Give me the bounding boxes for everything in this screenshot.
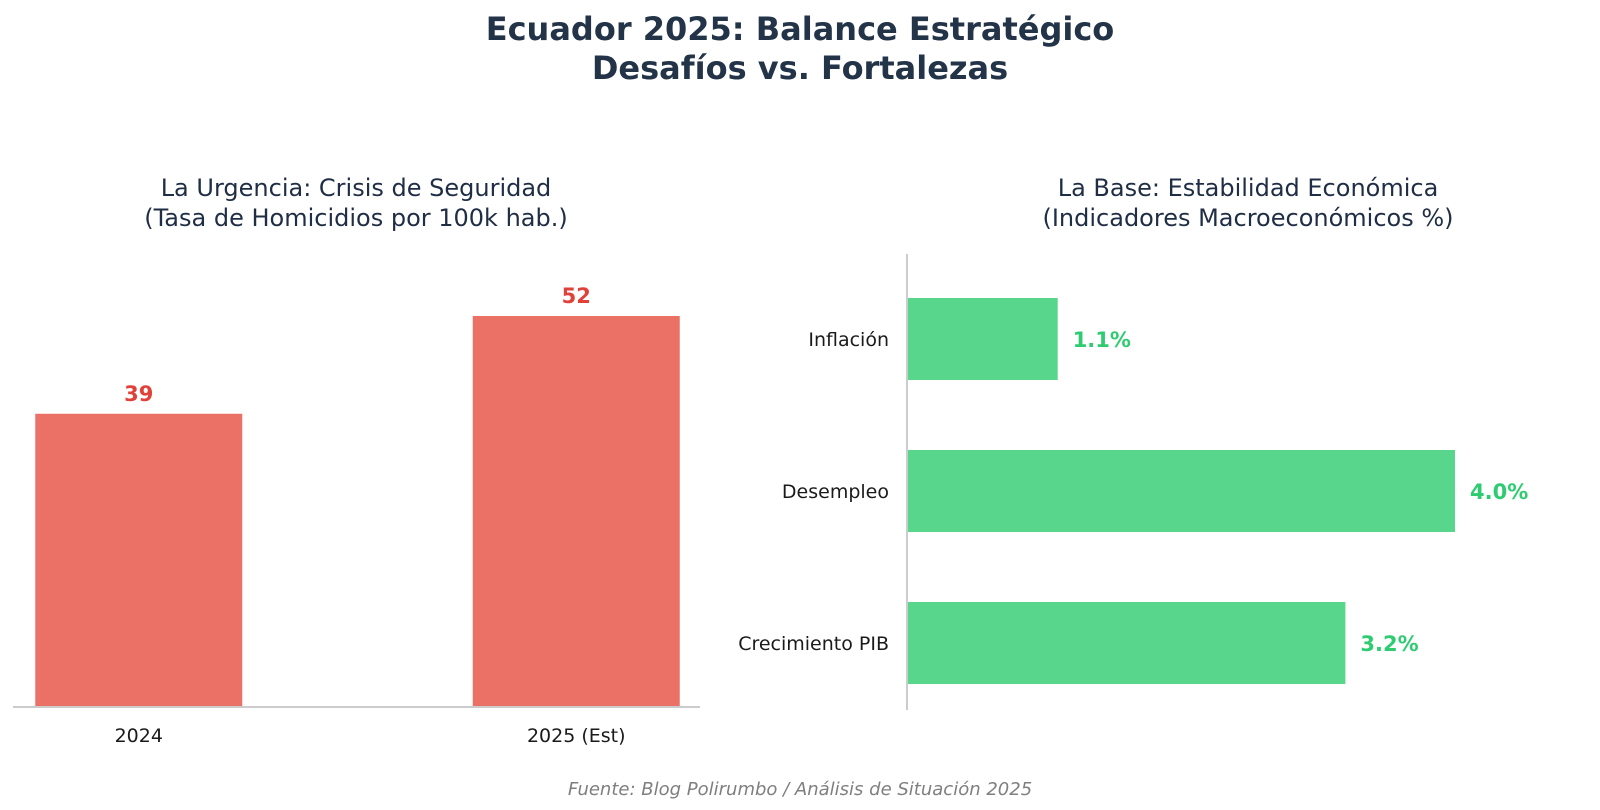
left-chart-title-line-1: La Urgencia: Crisis de Seguridad (161, 174, 552, 202)
x-tick-label: 2025 (Est) (527, 725, 626, 747)
macro-indicators-bar-chart: 1.1% Inflación 4.0% Desempleo 3.2% Crecimient… (738, 254, 1528, 710)
y-tick-label: Crecimiento PIB (738, 633, 889, 655)
bar-value-label: 39 (124, 382, 153, 406)
figure-title-line-1: Ecuador 2025: Balance Estratégico (486, 10, 1115, 48)
bar-2024 (35, 413, 243, 707)
y-tick-label: Inflación (808, 329, 889, 351)
bar-value-label: 4.0% (1470, 480, 1528, 504)
left-chart-title-line-2: (Tasa de Homicidios por 100k hab.) (144, 204, 567, 232)
bar-inflaci-n (907, 298, 1058, 380)
bar-value-label: 3.2% (1360, 632, 1418, 656)
bar-2025-est- (472, 316, 680, 707)
bar-value-label: 52 (562, 284, 591, 308)
right-chart-title-line-1: La Base: Estabilidad Económica (1058, 174, 1439, 202)
right-chart-title-line-2: (Indicadores Macroeconómicos %) (1042, 204, 1453, 232)
x-tick-label: 2024 (115, 725, 163, 747)
y-tick-label: Desempleo (782, 481, 889, 503)
source-footnote: Fuente: Blog Polirumbo / Análisis de Sit… (568, 779, 1032, 800)
bar-desempleo (907, 450, 1455, 532)
figure-title-line-2: Desafíos vs. Fortalezas (592, 49, 1008, 87)
homicide-rate-bar-chart: 39 2024 52 2025 (Est) (13, 284, 700, 747)
bar-value-label: 1.1% (1073, 328, 1131, 352)
bar-crecimiento-pib (907, 602, 1346, 684)
